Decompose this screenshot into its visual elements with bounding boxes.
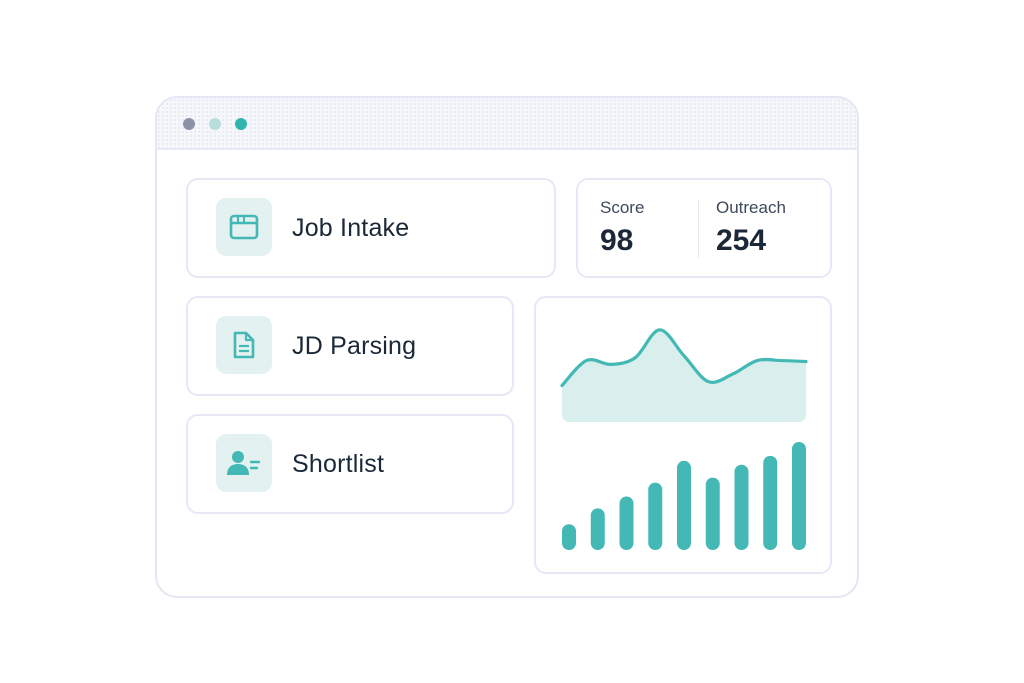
window-dot-light-teal[interactable] [209, 118, 221, 130]
bar-6 [705, 477, 720, 550]
outreach-label: Outreach [716, 198, 786, 217]
step-card-shortlist[interactable]: Shortlist [186, 414, 514, 514]
step-label: JD Parsing [292, 331, 417, 360]
bar-9 [792, 441, 806, 550]
window-dot-teal[interactable] [235, 118, 247, 130]
score-label: Score [600, 198, 645, 217]
step-card-jd-parsing[interactable]: JD Parsing [186, 296, 514, 396]
charts [560, 328, 808, 550]
step-card-job-intake[interactable]: Job Intake [186, 178, 556, 278]
browser-window-icon [216, 198, 272, 256]
window-titlebar [157, 98, 857, 150]
window-dot-gray[interactable] [183, 118, 195, 130]
bar-1 [562, 524, 576, 550]
bar-8 [763, 455, 778, 550]
user-list-icon [216, 434, 272, 492]
area-chart-line [560, 328, 808, 388]
bar-2 [590, 508, 605, 550]
bar-5 [677, 460, 691, 550]
step-label: Shortlist [292, 449, 385, 478]
document-icon [216, 316, 272, 374]
app-window: Job Intake JD Parsing Shortlist Score [155, 96, 859, 598]
outreach-value: 254 [716, 224, 767, 257]
bar-7 [734, 464, 749, 550]
bar-3 [619, 496, 634, 550]
score-value: 98 [600, 224, 634, 257]
chart-card [534, 296, 832, 574]
area-chart-fill [562, 329, 806, 422]
step-label: Job Intake [292, 213, 410, 242]
stats-divider [698, 200, 699, 258]
bar-4 [648, 482, 663, 550]
stats-card: Score 98 Outreach 254 [576, 178, 832, 278]
